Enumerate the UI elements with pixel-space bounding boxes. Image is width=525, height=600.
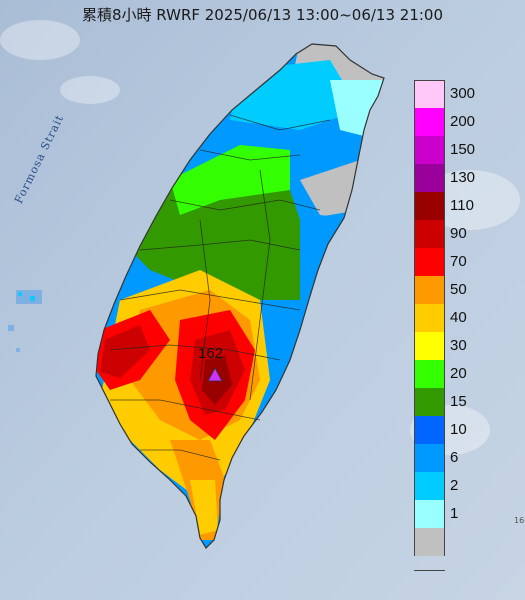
legend-row: 15 bbox=[414, 388, 500, 416]
legend-label: 150 bbox=[450, 141, 476, 158]
legend-row: 90 bbox=[414, 220, 500, 248]
legend-label: 90 bbox=[450, 225, 467, 242]
legend-swatch bbox=[414, 136, 445, 164]
legend-swatch bbox=[414, 416, 445, 444]
legend-swatch bbox=[414, 192, 445, 220]
legend-label: 30 bbox=[450, 337, 467, 354]
legend-bottom-border bbox=[414, 570, 445, 571]
legend-swatch bbox=[414, 108, 445, 136]
legend-row: 2 bbox=[414, 472, 500, 500]
rainfall-legend: 300 200 150 130 110 90 70 50 40 30 20 15 10 6 2 1 bbox=[414, 80, 500, 556]
legend-swatch bbox=[414, 360, 445, 388]
legend-row: 300 bbox=[414, 80, 500, 108]
legend-row: 1 bbox=[414, 500, 500, 528]
legend-label: 10 bbox=[450, 421, 467, 438]
legend-swatch bbox=[414, 444, 445, 472]
legend-row: 70 bbox=[414, 248, 500, 276]
legend-row: 200 bbox=[414, 108, 500, 136]
legend-swatch bbox=[414, 276, 445, 304]
legend-label: 15 bbox=[450, 393, 467, 410]
max-value-label: 162 bbox=[198, 345, 224, 362]
legend-swatch bbox=[414, 388, 445, 416]
legend-row: 130 bbox=[414, 164, 500, 192]
legend-label: 1 bbox=[450, 505, 459, 522]
legend-swatch bbox=[414, 472, 445, 500]
legend-top-border bbox=[414, 80, 445, 81]
legend-row: 50 bbox=[414, 276, 500, 304]
legend-row: 40 bbox=[414, 304, 500, 332]
legend-row: 20 bbox=[414, 360, 500, 388]
legend-label: 200 bbox=[450, 113, 476, 130]
legend-label: 2 bbox=[450, 477, 459, 494]
corner-mark: 16 bbox=[514, 516, 525, 525]
legend-swatch bbox=[414, 304, 445, 332]
legend-swatch bbox=[414, 220, 445, 248]
legend-label: 50 bbox=[450, 281, 467, 298]
max-marker-icon bbox=[207, 367, 223, 382]
legend-label: 6 bbox=[450, 449, 459, 466]
legend-row: 110 bbox=[414, 192, 500, 220]
legend-swatch bbox=[414, 500, 445, 528]
legend-swatch bbox=[414, 164, 445, 192]
legend-row: 150 bbox=[414, 136, 500, 164]
legend-label: 70 bbox=[450, 253, 467, 270]
legend-label: 20 bbox=[450, 365, 467, 382]
legend-label: 130 bbox=[450, 169, 476, 186]
legend-label: 300 bbox=[450, 85, 476, 102]
legend-swatch bbox=[414, 80, 445, 108]
legend-row: 10 bbox=[414, 416, 500, 444]
legend-label: 110 bbox=[450, 197, 474, 214]
map-title: 累積8小時 RWRF 2025/06/13 13:00~06/13 21:00 bbox=[81, 6, 444, 24]
legend-label: 40 bbox=[450, 309, 467, 326]
legend-swatch bbox=[414, 332, 445, 360]
legend-swatch bbox=[414, 528, 445, 556]
legend-row: 30 bbox=[414, 332, 500, 360]
legend-row bbox=[414, 528, 500, 556]
legend-row: 6 bbox=[414, 444, 500, 472]
legend-swatch bbox=[414, 248, 445, 276]
